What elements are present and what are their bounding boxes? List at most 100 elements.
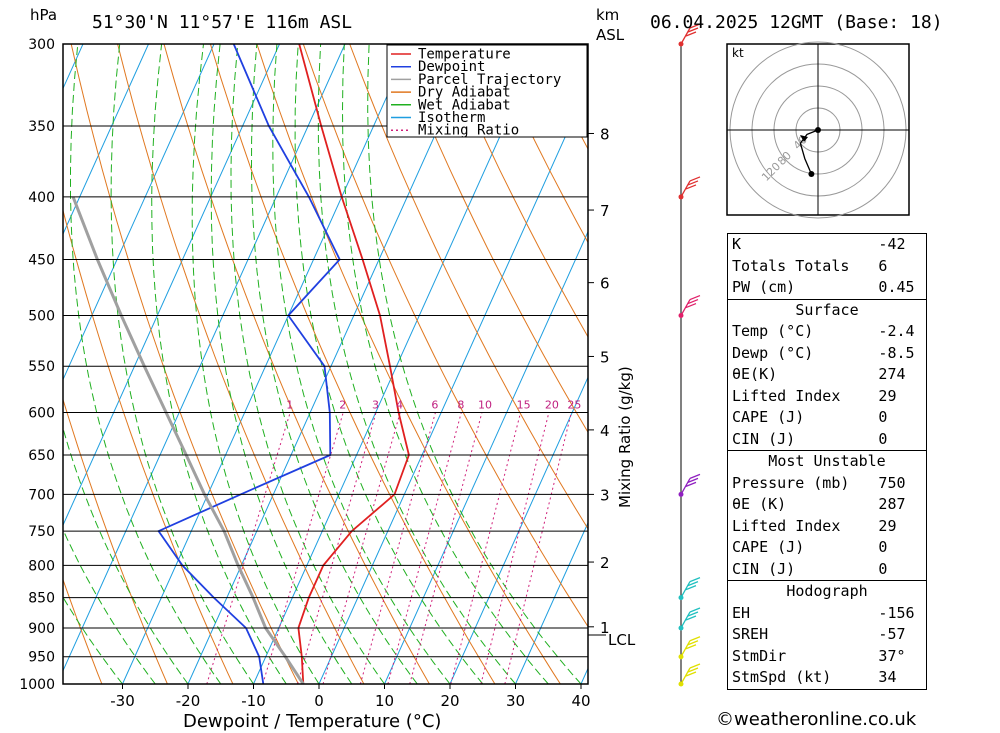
pressure-tick-label: 650 (28, 448, 55, 464)
x-tick-label: -20 (176, 692, 201, 710)
x-tick-label: -30 (110, 692, 135, 710)
s-dewp-label: Dewp (°C) (732, 343, 814, 362)
wind-barb (680, 294, 701, 316)
hpa-label: hPa (30, 6, 57, 24)
km-tick-label: 2 (600, 554, 610, 572)
km-label: km (596, 6, 619, 24)
stmspd-value: 34 (878, 668, 897, 686)
km-tick-label: 3 (600, 486, 610, 504)
dry-adiabat-line (953, 44, 1000, 684)
mixing-ratio-line (409, 412, 483, 684)
isotherm-line (384, 230, 588, 684)
s-cape-value: 0 (878, 408, 888, 426)
datetime-title: 06.04.2025 12GMT (Base: 18) (650, 12, 943, 33)
wet-adiabat-line (70, 44, 222, 684)
pressure-tick-label: 450 (28, 253, 55, 269)
mixing-ratio-label: 10 (478, 398, 492, 411)
pressure-tick-label: 750 (28, 524, 55, 540)
isotherm-line (318, 85, 588, 684)
dry-adiabat-line (302, 44, 588, 628)
wet-adiabat-line (63, 528, 156, 684)
s-cape-label: CAPE (J) (732, 408, 805, 426)
dry-adiabat-line (63, 208, 234, 684)
mixing-ratio-label: 15 (517, 398, 531, 411)
x-tick-label: 30 (506, 692, 525, 710)
wind-barb (680, 577, 701, 598)
legend-entry: Dry Adiabat (418, 85, 511, 101)
hodograph-origin-dot (815, 127, 821, 133)
km-tick-label: 7 (600, 202, 610, 220)
s-temp-value: -2.4 (878, 322, 915, 340)
wet-adiabat-line (272, 44, 451, 684)
x-tick-label: -10 (241, 692, 266, 710)
x-tick-label: 40 (571, 692, 590, 710)
isotherm-line (0, 44, 18, 684)
wet-adiabat-line (250, 44, 418, 684)
indices-table: K -42 Totals Totals 6 PW (cm) 0.45 Surface … (727, 233, 927, 690)
mixing-ratio-line (480, 412, 550, 684)
plot-frame (62, 43, 589, 685)
mixing-ratio-label: 20 (545, 398, 559, 411)
isotherm-line (63, 44, 346, 672)
s-cin-label: CIN (J) (732, 429, 796, 448)
mixing-ratio-label: 8 (457, 398, 464, 411)
eh-value: -156 (878, 603, 915, 622)
wet-adiabat-line (230, 44, 385, 684)
x-tick-label: 20 (440, 692, 459, 710)
sreh-value: -57 (878, 625, 906, 643)
wet-adiabat-line (341, 44, 549, 684)
profile-parcel-trajectory (71, 196, 305, 684)
pressure-tick-label: 1000 (19, 677, 55, 693)
wind-barb (680, 23, 701, 45)
isotherm-line (253, 44, 542, 684)
mixing-ratio-line (262, 412, 344, 684)
legend-entry: Mixing Ratio (418, 123, 519, 139)
legend-entry: Dewpoint (418, 59, 485, 75)
mixing-ratio-label: 1 (286, 398, 293, 411)
mu-li-label: Lifted Index (732, 516, 841, 535)
legend-entry: Temperature (418, 47, 511, 63)
s-dewp-value: -8.5 (878, 343, 915, 362)
wind-barb (680, 607, 701, 629)
pressure-tick-label: 900 (28, 621, 55, 637)
eh-label: EH (732, 603, 751, 622)
isotherm-line (449, 376, 588, 684)
wind-barb (680, 176, 701, 198)
mixing-ratio-label: 4 (396, 398, 403, 411)
k-value: -42 (878, 235, 906, 253)
s-cin-value: 0 (878, 429, 888, 448)
dry-adiabat-line (488, 44, 588, 244)
pressure-tick-label: 550 (28, 359, 55, 375)
wind-barbs-column (678, 23, 701, 687)
credit-link[interactable]: ©weatheronline.co.uk (716, 709, 917, 730)
s-theta-value: 274 (878, 365, 906, 383)
wet-adiabat-line (367, 44, 582, 684)
mu-pressure-label: Pressure (mb) (732, 473, 850, 492)
legend-entry: Wet Adiabat (418, 97, 511, 113)
x-tick-label: 10 (375, 692, 394, 710)
dry-adiabat-line (395, 44, 588, 434)
mixing-ratio-line (206, 412, 291, 684)
mixing-ratio-label: 3 (372, 398, 379, 411)
pressure-tick-label: 800 (28, 558, 55, 574)
lcl-label: LCL (608, 631, 636, 649)
surface-header: Surface (727, 298, 927, 321)
mixing-ratio-line (322, 412, 401, 684)
mu-cin-value: 0 (878, 559, 888, 578)
pressure-tick-label: 600 (28, 405, 55, 421)
pressure-tick-label: 300 (28, 37, 55, 53)
mixing-ratio-line (387, 412, 462, 684)
mu-pressure-value: 750 (878, 473, 906, 492)
hodo-header: Hodograph (727, 580, 927, 603)
mixing-ratio-label: 25 (567, 398, 581, 411)
s-temp-label: Temp (°C) (732, 322, 814, 340)
mu-li-value: 29 (878, 516, 897, 535)
mixing-ratio-axis-label: Mixing Ratio (g/kg) (616, 366, 634, 508)
pressure-tick-label: 500 (28, 309, 55, 325)
pw-value: 0.45 (878, 278, 915, 296)
pressure-tick-label: 850 (28, 591, 55, 607)
dry-adiabat-line (256, 44, 561, 684)
s-theta-label: θE(K) (732, 365, 778, 383)
x-axis-label: Dewpoint / Temperature (°C) (183, 711, 441, 732)
asl-label: ASL (596, 26, 625, 44)
